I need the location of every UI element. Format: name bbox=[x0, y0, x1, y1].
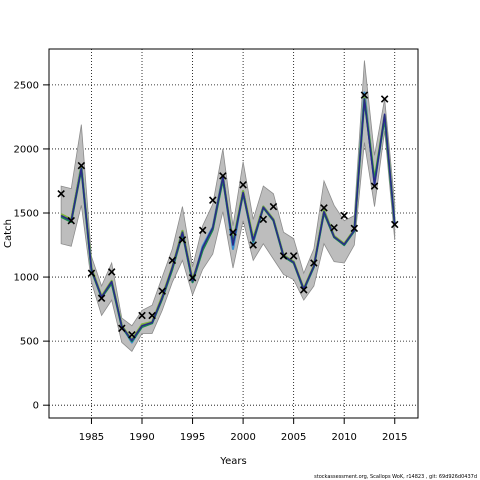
observed-point bbox=[279, 252, 288, 260]
observed-point bbox=[219, 172, 227, 180]
observed-point bbox=[239, 181, 247, 189]
observed-point bbox=[350, 224, 359, 233]
observed-point bbox=[138, 311, 146, 320]
y-tick-label: 500 bbox=[20, 337, 39, 348]
x-tick-label: 1995 bbox=[180, 432, 205, 443]
y-tick-label: 1000 bbox=[14, 273, 39, 284]
x-tick-label: 1990 bbox=[129, 432, 154, 443]
observed-point bbox=[249, 241, 257, 249]
observed-point bbox=[168, 256, 177, 265]
observed-point bbox=[118, 324, 126, 333]
observed-point bbox=[340, 211, 348, 220]
y-tick-label: 2000 bbox=[14, 144, 39, 155]
y-tick-label: 0 bbox=[33, 401, 39, 412]
observed-point bbox=[107, 268, 116, 276]
observed-point bbox=[97, 294, 106, 302]
x-tick-label: 2015 bbox=[382, 432, 407, 443]
observed-point bbox=[360, 91, 369, 99]
y-axis-title: Catch bbox=[3, 219, 14, 248]
observed-point bbox=[259, 215, 268, 224]
x-tick-label: 2000 bbox=[230, 432, 255, 443]
x-axis-title: Years bbox=[219, 456, 246, 467]
observed-point bbox=[128, 330, 136, 339]
observed-point bbox=[188, 273, 197, 282]
x-tick-label: 2005 bbox=[281, 432, 306, 443]
series-line-4 bbox=[60, 98, 396, 342]
observed-point bbox=[320, 204, 328, 212]
observed-point bbox=[158, 287, 166, 295]
observed-point bbox=[209, 196, 217, 204]
y-tick-label: 1500 bbox=[14, 209, 39, 220]
axes: 1985 1990 1995 2000 2005 2010 2015 0 500 1000 1500… bbox=[14, 80, 408, 443]
observed-point bbox=[370, 182, 379, 190]
x-tick-label: 1985 bbox=[79, 432, 104, 443]
observed-point bbox=[229, 228, 237, 236]
observed-point bbox=[178, 236, 187, 244]
observed-point bbox=[57, 190, 65, 198]
y-tick-label: 2500 bbox=[14, 80, 39, 91]
x-tick-label: 2010 bbox=[331, 432, 356, 443]
observed-point bbox=[87, 269, 96, 277]
observed-point bbox=[310, 259, 318, 267]
observed-points bbox=[57, 91, 399, 339]
observed-point bbox=[330, 223, 338, 232]
observed-point bbox=[299, 286, 308, 294]
series-lines bbox=[60, 91, 396, 344]
footnote: stockassessment.org, Scallops WoK, r1482… bbox=[314, 474, 477, 480]
observed-point bbox=[198, 226, 207, 235]
observed-point bbox=[380, 95, 389, 103]
observed-point bbox=[148, 311, 156, 320]
observed-point bbox=[67, 216, 76, 225]
observed-point bbox=[77, 161, 86, 170]
observed-point bbox=[289, 252, 298, 260]
observed-point bbox=[269, 202, 278, 211]
observed-point bbox=[390, 220, 399, 229]
